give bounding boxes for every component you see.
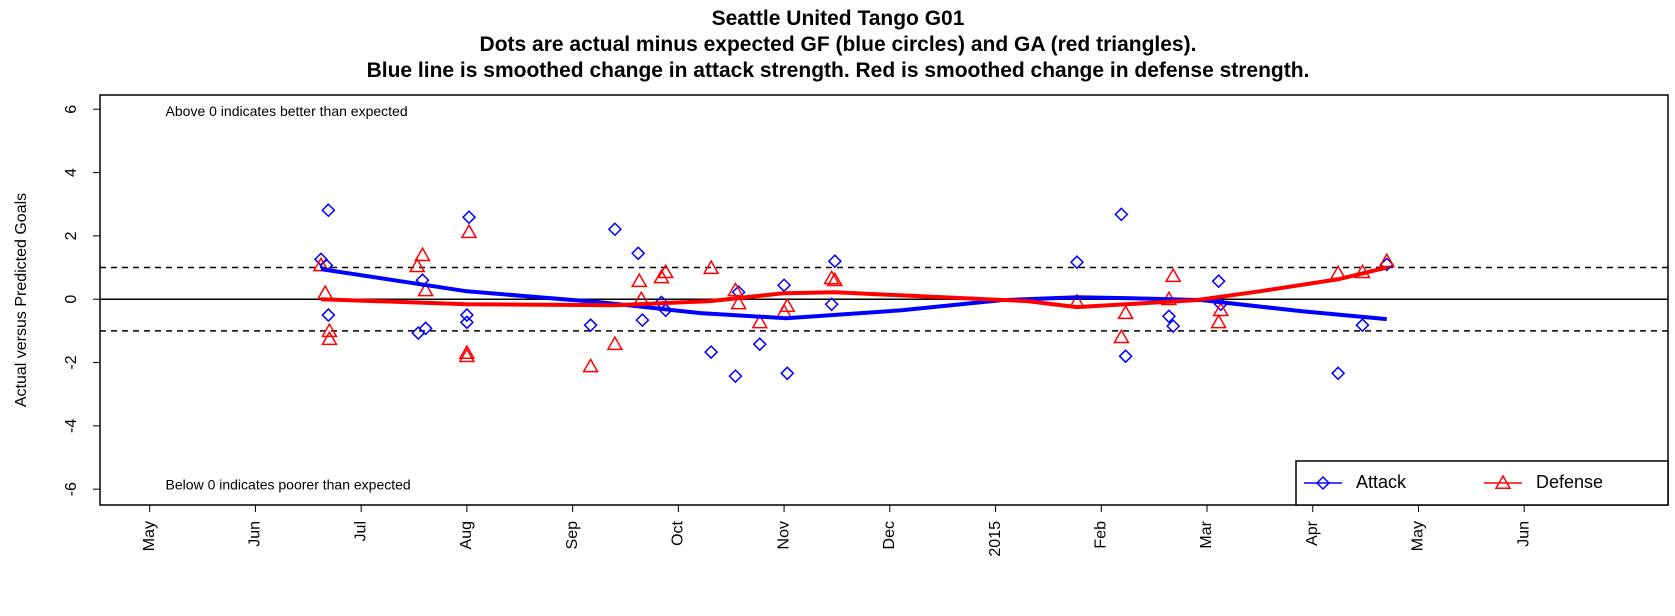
point (1118, 349, 1133, 364)
point (1164, 267, 1182, 283)
x-tick-label: Jul (352, 521, 369, 541)
x-tick-label: Jun (1515, 521, 1532, 547)
point (778, 297, 796, 313)
x-tick-label: Sep (564, 521, 581, 550)
point (458, 344, 476, 360)
legend-label: Attack (1356, 472, 1407, 492)
x-tick-label: Dec (881, 521, 898, 549)
point (321, 307, 336, 323)
point (417, 281, 434, 297)
point (653, 268, 670, 284)
x-tick-label: Nov (775, 521, 792, 549)
point (631, 246, 646, 261)
x-tick-label: Oct (670, 520, 687, 545)
point (1211, 274, 1226, 289)
point (730, 294, 747, 310)
y-tick-label: -4 (63, 419, 80, 433)
y-tick-label: -6 (63, 482, 80, 496)
x-tick-label: Jun (247, 521, 264, 547)
y-tick-label: 6 (63, 105, 80, 114)
point (1210, 313, 1227, 329)
point (459, 315, 474, 330)
point (630, 272, 648, 288)
point (459, 307, 474, 323)
point (1114, 207, 1129, 222)
point (606, 335, 624, 351)
point (823, 269, 840, 285)
smooth-line (320, 267, 1387, 322)
point (418, 321, 433, 336)
legend-label: Defense (1536, 472, 1603, 492)
point (727, 281, 744, 297)
y-axis-label: Actual versus Predicted Goals (13, 193, 30, 407)
point (1331, 366, 1346, 381)
x-tick-label: Mar (1198, 520, 1215, 548)
point (321, 330, 338, 346)
point (752, 337, 767, 352)
point (1117, 304, 1134, 320)
y-tick-label: 0 (63, 295, 80, 304)
point (1166, 319, 1181, 334)
point (321, 322, 338, 338)
point (826, 271, 844, 287)
point (607, 222, 622, 237)
annotation: Below 0 indicates poorer than expected (166, 477, 411, 493)
point (1355, 318, 1370, 333)
point (702, 259, 720, 275)
plot-frame (99, 94, 1669, 506)
point (704, 345, 719, 360)
point (460, 223, 478, 239)
chart-subtitle: Blue line is smoothed change in attack s… (367, 59, 1310, 82)
legend-marker (1494, 474, 1512, 489)
point (780, 366, 795, 381)
point (728, 369, 743, 384)
x-tick-label: Aug (458, 521, 475, 549)
point (635, 313, 650, 328)
point (1069, 255, 1085, 270)
point (582, 357, 599, 373)
x-tick-label: May (141, 521, 158, 551)
x-tick-label: May (1410, 521, 1427, 551)
point (1378, 252, 1396, 268)
y-tick-label: 4 (63, 168, 80, 177)
point (458, 347, 476, 363)
point (583, 318, 598, 333)
point (461, 210, 477, 225)
point (414, 246, 431, 262)
point (657, 263, 674, 279)
y-tick-label: -2 (63, 355, 80, 369)
point (408, 257, 426, 273)
smooth-line (320, 265, 1388, 310)
x-tick-label: 2015 (987, 521, 1004, 557)
point (827, 254, 842, 269)
point (824, 297, 839, 312)
chart-title: Seattle United Tango G01 (712, 7, 965, 30)
legend-box (1295, 460, 1669, 506)
chart-subtitle: Dots are actual minus expected GF (blue … (480, 33, 1197, 56)
x-tick-label: Feb (1092, 521, 1109, 549)
annotation: Above 0 indicates better than expected (166, 103, 408, 119)
point (321, 203, 336, 218)
point (751, 313, 769, 329)
x-tick-label: Apr (1304, 520, 1321, 546)
legend-marker (1315, 475, 1331, 491)
point (1212, 301, 1230, 317)
y-tick-label: 2 (63, 231, 80, 240)
point (1113, 328, 1130, 344)
point (1161, 309, 1177, 324)
